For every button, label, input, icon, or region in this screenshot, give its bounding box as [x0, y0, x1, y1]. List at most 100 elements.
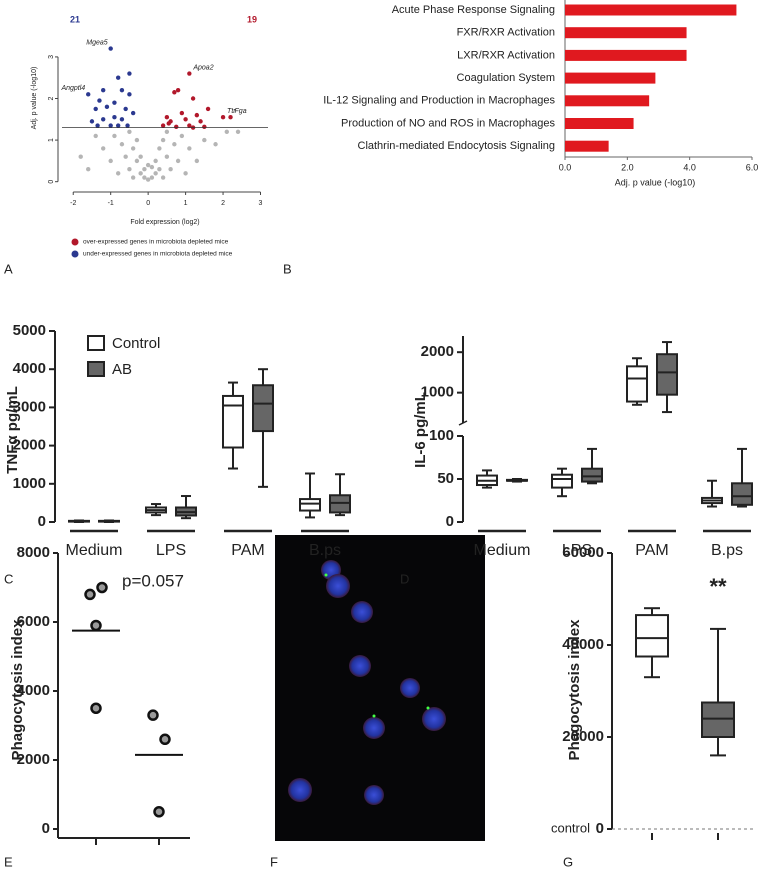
point: [153, 171, 158, 176]
point: [127, 71, 132, 76]
point: [119, 87, 125, 93]
point: [101, 87, 106, 93]
category-label: IL-12 Signaling and Production in Macrop…: [323, 95, 555, 107]
point-label: Ttr: [227, 108, 236, 115]
x-tick-label: 3: [259, 200, 263, 207]
point: [90, 619, 102, 632]
bead: [324, 573, 328, 577]
category-label: LXR/RXR Activation: [457, 49, 555, 61]
box: [252, 384, 274, 433]
category-label: FXR/RXR Activation: [457, 27, 555, 39]
y-axis-label: Phagocytosis index: [566, 619, 583, 761]
cell: [363, 717, 385, 739]
point: [115, 123, 121, 128]
box: [299, 498, 321, 512]
cell: [326, 574, 350, 598]
point: [123, 106, 128, 112]
point: [159, 733, 171, 746]
point: [213, 142, 218, 147]
x-tick-label: 2.0: [621, 162, 634, 172]
legend-marker: [71, 238, 79, 246]
point: [153, 158, 158, 164]
point: [228, 115, 233, 120]
point: [86, 167, 91, 172]
point-label: Mgea5: [86, 39, 108, 46]
x-tick-label: PAM: [635, 542, 668, 559]
y-axis-label: IL-6 pg/mL: [412, 392, 429, 468]
cell: [422, 707, 446, 731]
panel-letter: E: [4, 854, 13, 869]
point: [187, 123, 192, 128]
count-label: 21: [70, 14, 80, 24]
y-axis-label: TNFα pg/mL: [4, 386, 21, 474]
point: [89, 119, 95, 124]
point: [183, 117, 188, 122]
point: [179, 133, 185, 139]
point: [138, 171, 143, 176]
y-tick-label: 3000: [13, 398, 46, 415]
x-tick-label: PAM: [231, 542, 264, 559]
point: [95, 123, 100, 128]
bar: [565, 72, 656, 84]
point: [172, 142, 177, 147]
point: [183, 171, 188, 176]
x-axis-label: Fold expression (log2): [130, 219, 199, 226]
point: [160, 137, 166, 143]
point: [202, 124, 207, 129]
point: [119, 117, 125, 122]
box: [635, 614, 669, 658]
count-label: 19: [247, 14, 257, 24]
panel-letter: D: [400, 571, 409, 586]
box: [656, 353, 678, 396]
point: [108, 123, 113, 128]
legend-label: under-expressed genes in microbiota depl…: [83, 251, 233, 258]
x-tick-label: Medium: [66, 542, 123, 559]
point: [175, 87, 181, 93]
x-tick-label: -2: [70, 200, 76, 207]
panel-letter: G: [563, 854, 573, 869]
y-tick-label: 3: [48, 55, 55, 59]
x-tick-label: Medium: [474, 542, 531, 559]
y-tick-label: 6000: [17, 613, 50, 630]
point: [104, 104, 110, 110]
point: [134, 137, 140, 143]
category-label: Clathrin-mediated Endocytosis Signaling: [358, 140, 556, 152]
point: [130, 175, 136, 180]
point: [119, 142, 125, 147]
y-tick-label: 5000: [13, 322, 46, 339]
y-tick-label: 100: [429, 427, 454, 444]
legend-marker: [71, 250, 79, 258]
point: [108, 158, 113, 164]
box: [581, 467, 603, 483]
bar: [565, 49, 687, 61]
y-tick-label: 1: [48, 138, 55, 142]
bead: [372, 714, 376, 718]
category-label: Coagulation System: [457, 72, 555, 84]
point: [172, 90, 177, 95]
legend-label: over-expressed genes in microbiota deple…: [83, 239, 229, 246]
point: [164, 154, 170, 159]
y-tick-label: 8000: [17, 544, 50, 561]
cell: [400, 678, 420, 698]
point-label: Apoa2: [192, 64, 213, 71]
cell: [351, 601, 373, 623]
micrograph: [275, 535, 485, 841]
point: [187, 71, 192, 76]
point: [157, 167, 162, 172]
point: [235, 129, 241, 134]
box: [222, 394, 244, 449]
y-tick-label: 0: [42, 820, 50, 837]
point: [164, 115, 170, 120]
point: [187, 146, 192, 151]
point: [112, 100, 117, 105]
bar: [565, 140, 609, 152]
point: [205, 106, 211, 112]
category-label: Production of NO and ROS in Macrophages: [341, 117, 556, 129]
point: [101, 117, 106, 122]
y-tick-label: 2000: [421, 343, 454, 360]
point: [145, 177, 151, 182]
point: [149, 164, 155, 170]
point: [220, 115, 226, 120]
point: [174, 124, 179, 129]
